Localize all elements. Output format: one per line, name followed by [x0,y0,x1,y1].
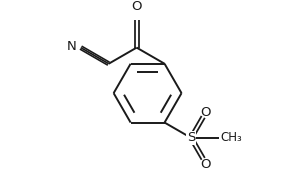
Text: S: S [187,131,195,144]
Text: N: N [67,40,77,53]
Text: O: O [200,158,211,171]
Text: CH₃: CH₃ [220,131,242,144]
Text: O: O [131,0,142,13]
Text: O: O [200,106,211,119]
